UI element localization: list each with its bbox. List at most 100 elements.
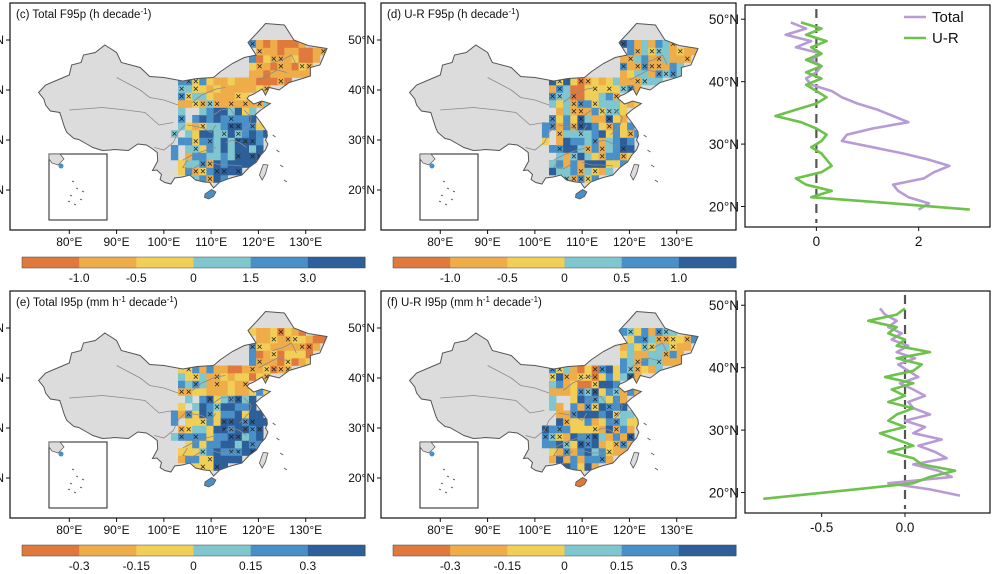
- grid-cell: [655, 40, 663, 48]
- significance-mark: [250, 344, 255, 350]
- significance-mark: [599, 456, 605, 462]
- grid-cell: [206, 107, 214, 116]
- grid-cell: [199, 380, 207, 389]
- grid-cell: [620, 115, 628, 123]
- significance-mark: [557, 146, 562, 152]
- grid-cell: [641, 70, 649, 78]
- grid-cell: [206, 365, 214, 374]
- significance-mark: [635, 366, 640, 372]
- grid-cell: [227, 365, 236, 374]
- grid-cell: [199, 137, 207, 146]
- significance-mark: [214, 168, 220, 174]
- grid-cell: [234, 160, 243, 168]
- grid-cell: [249, 433, 257, 441]
- colorbar: -0.3 -0.15 0 0.15 0.3: [392, 544, 737, 573]
- grid-cell: [591, 152, 599, 161]
- lat-tick-label: 30°N: [0, 133, 4, 147]
- colorbar-segment: [393, 257, 451, 268]
- grid-cell: [199, 425, 207, 434]
- grid-cell: [598, 92, 607, 101]
- grid-cell: [277, 335, 285, 344]
- significance-mark: [550, 434, 555, 440]
- grid-cell: [220, 85, 228, 93]
- significance-mark: [585, 404, 591, 410]
- significance-mark: [271, 56, 277, 62]
- province-border: [629, 69, 658, 81]
- grid-cell: [206, 130, 214, 138]
- coast-dash: [647, 149, 651, 153]
- grid-cell: [563, 425, 571, 434]
- grid-cell: [676, 62, 685, 71]
- significance-mark: [271, 351, 277, 357]
- grid-cell: [249, 160, 257, 168]
- inset-dash: [79, 198, 83, 201]
- y-tick-label: 50°N: [709, 298, 739, 313]
- grid-cell: [577, 152, 585, 161]
- significance-mark: [285, 336, 291, 342]
- grid-cell: [298, 335, 306, 344]
- grid-cell: [241, 403, 250, 411]
- grid-cell: [563, 388, 571, 396]
- grid-cell: [605, 152, 614, 161]
- grid-cell: [612, 403, 621, 411]
- grid-cell: [249, 55, 257, 63]
- grid-cell: [563, 380, 571, 389]
- grid-cell: [598, 77, 607, 86]
- significance-mark: [186, 93, 191, 99]
- coast-dash: [279, 164, 284, 168]
- significance-mark: [557, 131, 562, 137]
- inset-dash: [81, 478, 85, 481]
- grid-cell: [256, 410, 264, 419]
- grid-cell: [199, 130, 207, 138]
- significance-mark: [614, 389, 619, 395]
- inset-dash: [79, 486, 83, 489]
- grid-cell: [291, 358, 299, 366]
- panel-title: (e) Total I95p (mm h-1 decade-1): [16, 295, 178, 309]
- profile-frame: [744, 290, 991, 514]
- grid-cell: [591, 122, 599, 131]
- grid-cell: [185, 448, 193, 456]
- grid-cell: [170, 418, 179, 426]
- significance-mark: [585, 441, 591, 447]
- province-border: [182, 159, 202, 170]
- lon-tick-label: 100°E: [147, 523, 180, 537]
- significance-mark: [635, 63, 640, 69]
- significance-mark: [564, 419, 570, 425]
- grid-cells: [170, 40, 327, 183]
- province-border: [584, 108, 607, 116]
- significance-mark: [656, 329, 662, 335]
- grid-cell: [669, 62, 677, 71]
- significance-mark: [243, 419, 248, 425]
- colorbar-label: 0.3: [670, 559, 687, 573]
- province-border: [182, 435, 217, 449]
- grid-cell: [634, 85, 642, 93]
- grid-cell: [584, 455, 592, 464]
- grid-cell: [591, 175, 599, 183]
- grid-cell: [291, 55, 299, 63]
- grid-cell: [563, 160, 571, 168]
- colorbar-frame: [392, 544, 737, 557]
- grid-cell: [241, 122, 250, 131]
- province-border: [272, 342, 297, 354]
- lon-tick-label: 80°E: [427, 235, 453, 249]
- grid-cell: [263, 343, 271, 351]
- grid-cell: [227, 373, 236, 381]
- grid-cell: [591, 92, 599, 101]
- grid-cell: [263, 62, 271, 71]
- grid-cell: [178, 160, 186, 168]
- grid-cell: [185, 418, 193, 426]
- grid-cell: [270, 328, 278, 336]
- significance-mark: [179, 426, 184, 432]
- grid-cell: [263, 40, 271, 48]
- grid-cell: [256, 85, 264, 93]
- colorbar-segment: [450, 257, 508, 268]
- significance-mark: [578, 441, 584, 447]
- grid-cell: [277, 40, 285, 48]
- province-border: [525, 124, 557, 151]
- lat-tick-label: 20°N: [348, 471, 375, 485]
- grid-cell: [298, 328, 306, 336]
- grid-cell: [627, 62, 635, 71]
- colorbar-segment: [678, 257, 737, 268]
- significance-mark: [257, 48, 262, 54]
- grid-cells: [541, 328, 698, 471]
